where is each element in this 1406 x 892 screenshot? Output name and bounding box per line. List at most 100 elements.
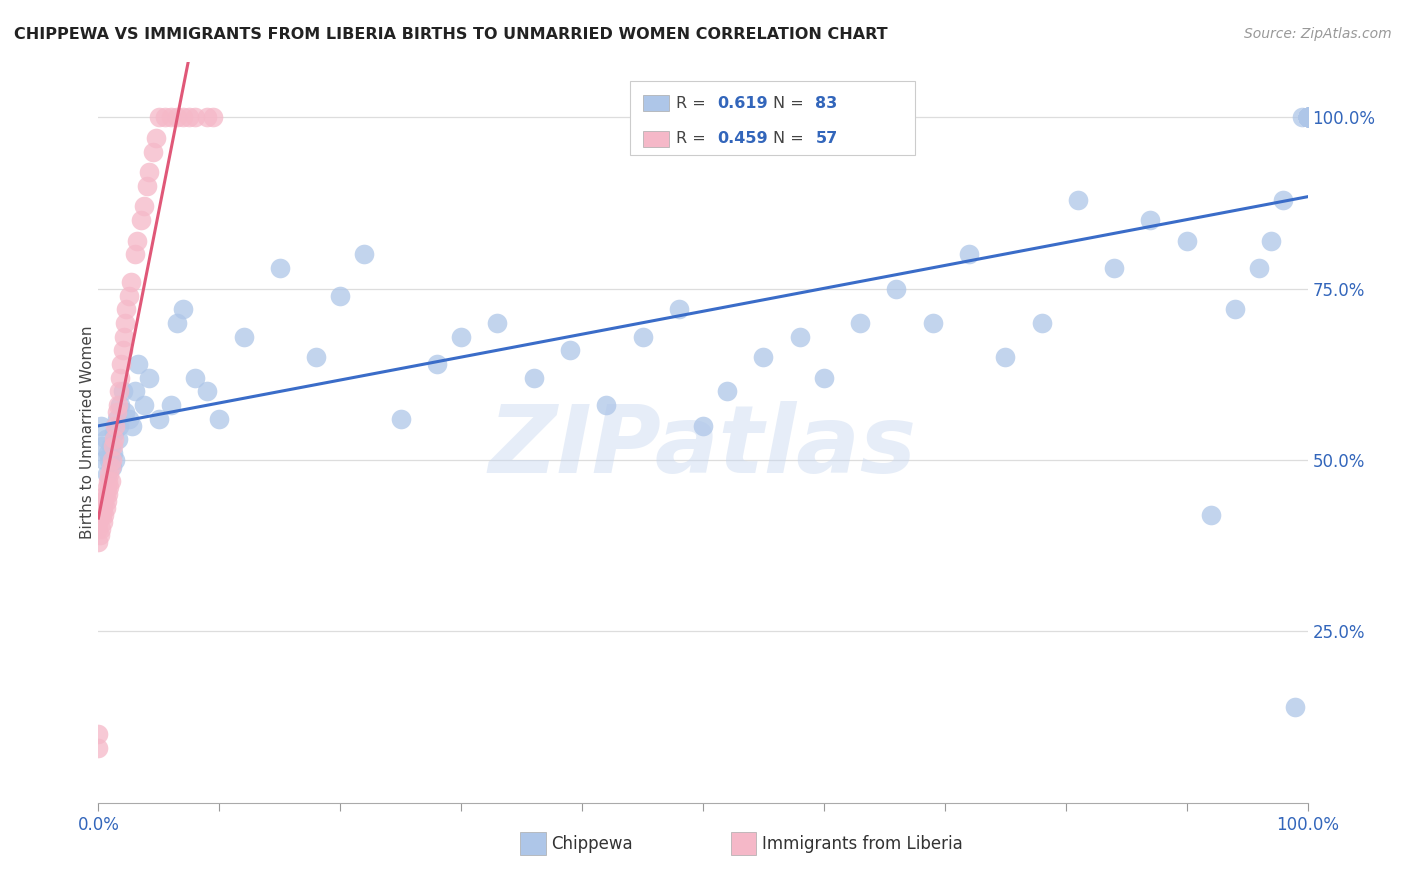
Point bbox=[389, 412, 412, 426]
Point bbox=[202, 110, 225, 124]
Point bbox=[1296, 110, 1319, 124]
Point bbox=[91, 508, 114, 522]
Point bbox=[89, 508, 111, 522]
Point bbox=[103, 425, 125, 440]
Point bbox=[118, 288, 141, 302]
Point bbox=[94, 501, 117, 516]
Point bbox=[100, 453, 122, 467]
Point bbox=[692, 418, 714, 433]
Point bbox=[138, 371, 160, 385]
Point bbox=[101, 446, 124, 460]
Point bbox=[98, 467, 121, 481]
Point bbox=[1067, 193, 1090, 207]
Point bbox=[98, 453, 121, 467]
Point bbox=[98, 480, 121, 494]
Point bbox=[108, 398, 131, 412]
Point bbox=[1296, 110, 1319, 124]
Point bbox=[105, 412, 128, 426]
Point bbox=[145, 131, 167, 145]
Point bbox=[114, 316, 136, 330]
Point bbox=[1272, 193, 1295, 207]
Point bbox=[97, 474, 120, 488]
Point bbox=[87, 515, 110, 529]
Point bbox=[450, 329, 472, 343]
Point bbox=[105, 405, 128, 419]
Point bbox=[127, 234, 149, 248]
Point bbox=[166, 316, 188, 330]
Point bbox=[994, 350, 1017, 364]
Bar bbox=[643, 95, 669, 112]
Point bbox=[127, 357, 149, 371]
Point bbox=[184, 371, 207, 385]
Point bbox=[1296, 110, 1319, 124]
Point bbox=[486, 316, 509, 330]
Point bbox=[1296, 110, 1319, 124]
Point bbox=[93, 453, 115, 467]
Point bbox=[1296, 110, 1319, 124]
Text: N =: N = bbox=[773, 95, 808, 111]
Text: CHIPPEWA VS IMMIGRANTS FROM LIBERIA BIRTHS TO UNMARRIED WOMEN CORRELATION CHART: CHIPPEWA VS IMMIGRANTS FROM LIBERIA BIRT… bbox=[14, 27, 887, 42]
Point bbox=[1296, 110, 1319, 124]
Point bbox=[129, 213, 152, 227]
Point bbox=[91, 501, 114, 516]
Point bbox=[172, 302, 194, 317]
Point bbox=[100, 459, 122, 474]
Text: N =: N = bbox=[773, 131, 808, 146]
Point bbox=[1260, 234, 1282, 248]
Point bbox=[104, 453, 127, 467]
Point bbox=[91, 515, 114, 529]
Point bbox=[87, 741, 110, 756]
Bar bbox=[630, 81, 915, 155]
Point bbox=[1296, 110, 1319, 124]
Point bbox=[1296, 110, 1319, 124]
Point bbox=[87, 727, 110, 741]
Point bbox=[184, 110, 207, 124]
Point bbox=[114, 405, 136, 419]
Point bbox=[134, 199, 156, 213]
Text: Source: ZipAtlas.com: Source: ZipAtlas.com bbox=[1244, 27, 1392, 41]
Point bbox=[110, 357, 132, 371]
Point bbox=[111, 384, 134, 399]
Point bbox=[1139, 213, 1161, 227]
Point bbox=[100, 474, 122, 488]
Point bbox=[208, 412, 231, 426]
Point bbox=[1296, 110, 1319, 124]
Text: 57: 57 bbox=[815, 131, 838, 146]
Point bbox=[94, 433, 117, 447]
Point bbox=[90, 501, 112, 516]
Point bbox=[426, 357, 449, 371]
Point bbox=[195, 110, 218, 124]
Text: ZIPatlas: ZIPatlas bbox=[489, 401, 917, 493]
Point bbox=[112, 329, 135, 343]
Point bbox=[94, 487, 117, 501]
Point bbox=[1102, 261, 1125, 276]
Point bbox=[148, 412, 170, 426]
Point bbox=[1249, 261, 1271, 276]
Point bbox=[138, 165, 160, 179]
Point bbox=[124, 384, 146, 399]
Point bbox=[100, 439, 122, 453]
Point bbox=[160, 398, 183, 412]
Point bbox=[1296, 110, 1319, 124]
Point bbox=[121, 418, 143, 433]
Point bbox=[1296, 110, 1319, 124]
Point bbox=[115, 302, 138, 317]
Point bbox=[1199, 508, 1222, 522]
Text: 83: 83 bbox=[815, 95, 838, 111]
Point bbox=[90, 522, 112, 536]
Point bbox=[108, 418, 131, 433]
Bar bbox=[643, 130, 669, 147]
Point bbox=[135, 178, 157, 193]
Point bbox=[179, 110, 201, 124]
Point bbox=[87, 535, 110, 549]
Point bbox=[353, 247, 375, 261]
Point bbox=[232, 329, 254, 343]
Text: R =: R = bbox=[676, 131, 711, 146]
Point bbox=[172, 110, 194, 124]
Point bbox=[97, 446, 120, 460]
Point bbox=[108, 371, 131, 385]
Point bbox=[120, 275, 142, 289]
Point bbox=[595, 398, 617, 412]
Point bbox=[108, 384, 131, 399]
Point bbox=[329, 288, 352, 302]
